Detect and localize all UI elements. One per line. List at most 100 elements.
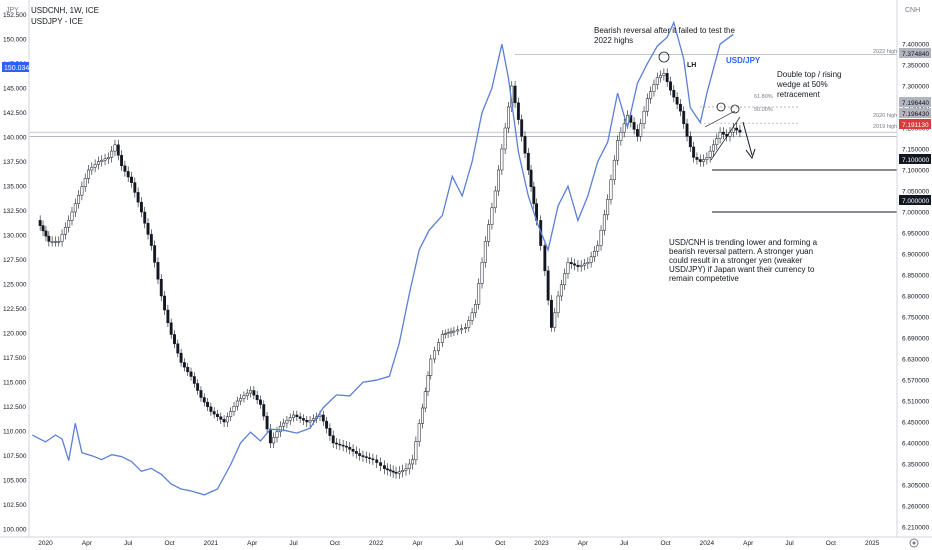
- candle-body: [429, 358, 433, 376]
- left-tick-label: 117.500: [3, 355, 26, 362]
- candle-body: [348, 446, 352, 450]
- candle-body: [60, 234, 64, 242]
- symbol-line[interactable]: USDCNH, 1W, ICE: [31, 6, 100, 15]
- candle-body: [503, 127, 507, 150]
- candle-body: [54, 241, 57, 243]
- candle-body: [383, 465, 386, 469]
- candle-body: [358, 453, 362, 456]
- candle-body: [397, 471, 401, 474]
- right-tick-label: 7.350000: [902, 63, 929, 70]
- title-note-line-1: Bearish reversal after it failed to test…: [594, 26, 736, 35]
- candle-body: [622, 123, 626, 133]
- left-tick-label: 132.500: [3, 208, 27, 215]
- candle-body: [566, 262, 570, 274]
- left-axis-ticks[interactable]: 100.000 102.500 105.000 107.500 110.000 112.5…: [3, 12, 27, 533]
- body-note-line: bearish reversal pattern. A stronger yua…: [669, 247, 813, 256]
- candle-body: [96, 161, 100, 165]
- candle-body: [632, 122, 636, 130]
- x-tick-label: 2023: [534, 540, 549, 547]
- settings-icon[interactable]: [909, 538, 919, 548]
- body-note-line: USD/CNH is trending lower and forming a: [669, 238, 818, 247]
- candle-body: [602, 214, 606, 231]
- candle-body: [292, 414, 295, 418]
- svg-text:150.034: 150.034: [4, 65, 29, 72]
- candle-body: [222, 419, 226, 423]
- x-tick-label: Oct: [660, 540, 670, 547]
- candle-body: [573, 263, 577, 266]
- candle-body: [278, 425, 282, 433]
- wedge-upper: [704, 110, 736, 128]
- candle-body: [106, 157, 110, 160]
- level-2022-high-label: 2022 high: [873, 49, 897, 55]
- x-tick-label: Jul: [785, 540, 794, 547]
- candle-body: [423, 391, 427, 409]
- candle-body: [579, 264, 583, 267]
- candle-body: [483, 241, 487, 263]
- candle-body: [407, 463, 411, 469]
- candle-body: [305, 420, 309, 423]
- body-note-line: USD/JPY) if Japan want their currency to: [669, 265, 815, 274]
- candle-body: [460, 328, 464, 331]
- candle-body: [731, 127, 735, 133]
- body-note-line: could result in a stronger yen (weaker: [669, 256, 803, 265]
- candle-body: [449, 331, 453, 334]
- right-tick-label: 6.850000: [902, 273, 929, 280]
- candle-body: [90, 166, 94, 171]
- candle-body: [708, 150, 712, 158]
- candle-body: [136, 192, 140, 203]
- candle-body: [529, 169, 533, 188]
- candle-body: [388, 469, 392, 472]
- candle-body: [721, 131, 725, 135]
- candle-body: [715, 138, 719, 146]
- candle-body: [295, 414, 299, 417]
- left-tick-label: 135.000: [3, 184, 27, 191]
- right-tick-label: 6.630000: [902, 357, 929, 364]
- candle-body: [516, 102, 520, 120]
- candle-body: [338, 443, 342, 446]
- right-tick-label: 6.690000: [902, 336, 929, 343]
- candle-body: [702, 159, 706, 162]
- x-tick-label: 2022: [369, 540, 384, 547]
- candle-body: [426, 375, 430, 392]
- left-axis-unit: JPY: [6, 7, 19, 14]
- left-tick-label: 100.000: [3, 527, 27, 534]
- candle-body: [232, 406, 236, 412]
- candle-body: [146, 222, 150, 235]
- fib-618-label: 61.80%: [754, 94, 773, 100]
- candle-body: [616, 140, 620, 161]
- cnh-2022-high-tag: 7.374840: [899, 48, 931, 58]
- candle-body: [275, 431, 279, 438]
- candle-body: [77, 194, 81, 204]
- candle-body: [139, 201, 143, 213]
- candle-body: [705, 157, 709, 160]
- candle-body: [452, 330, 456, 333]
- candle-body: [718, 131, 722, 139]
- overlay-line[interactable]: USDJPY - ICE: [31, 17, 83, 26]
- time-axis-ticks[interactable]: 2020 Apr Jul Oct 2021 Apr Jul Oct 2022 Apr Jul Oct 2…: [38, 540, 880, 547]
- x-tick-label: Apr: [412, 540, 423, 547]
- x-tick-label: Oct: [330, 540, 340, 547]
- candle-body: [255, 394, 259, 401]
- right-tick-label: 7.100000: [902, 168, 929, 175]
- candle-body: [179, 352, 183, 363]
- candle-body: [311, 418, 315, 421]
- candle-body: [93, 164, 97, 168]
- candle-body: [688, 136, 692, 148]
- candle-body: [672, 89, 676, 98]
- candle-body: [546, 270, 550, 301]
- candle-body: [635, 129, 639, 137]
- candle-body: [302, 418, 305, 421]
- candle-body: [368, 457, 372, 460]
- left-tick-label: 142.500: [3, 110, 27, 117]
- candle-body: [414, 441, 418, 461]
- candle-body: [169, 322, 173, 335]
- candle-body: [344, 445, 348, 448]
- wedge-lower: [710, 116, 741, 161]
- candle-body: [202, 397, 206, 403]
- candle-body: [401, 469, 405, 473]
- candle-body: [252, 390, 256, 396]
- x-tick-label: 2021: [204, 540, 219, 547]
- x-tick-label: Jul: [289, 540, 298, 547]
- candle-body: [229, 411, 233, 417]
- level-2019-high-label: 2019 high: [873, 124, 897, 130]
